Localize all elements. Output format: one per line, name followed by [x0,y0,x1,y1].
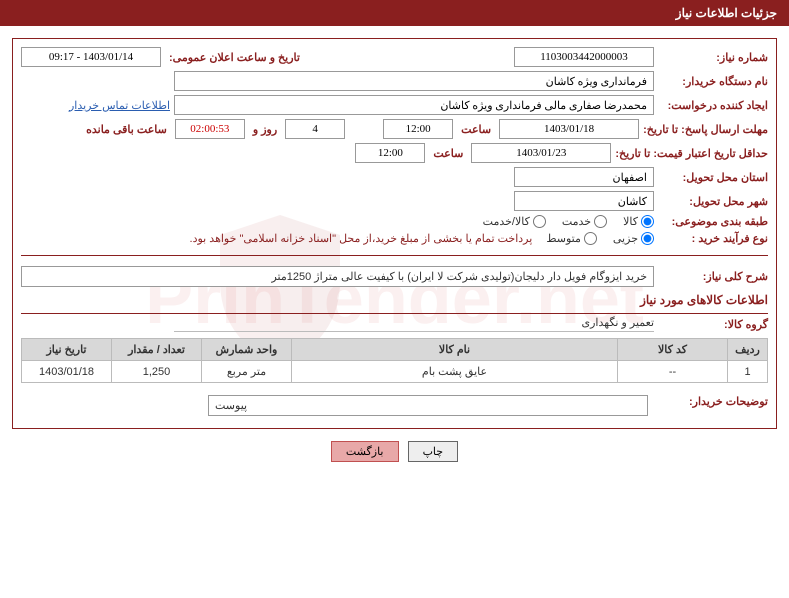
col-row: ردیف [728,339,768,361]
back-button[interactable]: بازگشت [331,441,399,462]
col-name: نام کالا [292,339,618,361]
validity-time-field [355,143,425,163]
proc-small-radio[interactable]: جزیی [613,232,654,245]
city-field [514,191,654,211]
proc-medium-radio[interactable]: متوسط [546,232,597,245]
cell-date: 1403/01/18 [22,361,112,383]
process-radio-group: جزیی متوسط [546,232,654,245]
need-number-label: شماره نیاز: [658,51,768,64]
remaining-time-field [175,119,245,139]
main-form-frame: شماره نیاز: تاریخ و ساعت اعلان عمومی: نا… [12,38,777,429]
print-button[interactable]: چاپ [408,441,459,462]
deadline-date-field [499,119,639,139]
remaining-label: ساعت باقی مانده [86,123,167,136]
goods-group-label: گروه کالا: [658,318,768,331]
province-label: استان محل تحویل: [658,171,768,184]
goods-table: ردیف کد کالا نام کالا واحد شمارش تعداد /… [21,338,768,383]
days-and-label: روز و [253,123,277,136]
attachment-label: پیوست [215,399,641,412]
city-label: شهر محل تحویل: [658,195,768,208]
category-radio-group: کالا خدمت کالا/خدمت [483,215,654,228]
buyer-org-label: نام دستگاه خریدار: [658,75,768,88]
col-date: تاریخ نیاز [22,339,112,361]
description-label: شرح کلی نیاز: [658,270,768,283]
goods-group-value: تعمیر و نگهداری [174,316,654,329]
announce-label: تاریخ و ساعت اعلان عمومی: [169,51,300,64]
cat-both-radio[interactable]: کالا/خدمت [483,215,546,228]
col-code: کد کالا [618,339,728,361]
cat-goods-radio[interactable]: کالا [623,215,654,228]
category-label: طبقه بندی موضوعی: [658,215,768,228]
validity-date-field [471,143,611,163]
deadline-label: مهلت ارسال پاسخ: تا تاریخ: [643,123,768,136]
cell-code: -- [618,361,728,383]
process-label: نوع فرآیند خرید : [658,232,768,245]
goods-section-title: اطلاعات کالاهای مورد نیاز [21,293,768,307]
time-label-1: ساعت [461,123,491,136]
deadline-time-field [383,119,453,139]
announce-datetime-field [21,47,161,67]
cat-service-radio[interactable]: خدمت [562,215,607,228]
col-qty: تعداد / مقدار [112,339,202,361]
buyer-org-field [174,71,654,91]
payment-note: پرداخت تمام یا بخشی از مبلغ خرید،از محل … [190,232,533,245]
buyer-notes-label: توضیحات خریدار: [658,395,768,408]
cell-unit: متر مربع [202,361,292,383]
attachment-box: پیوست [208,395,648,416]
page-header: جزئیات اطلاعات نیاز [0,0,789,26]
cell-name: عایق پشت بام [292,361,618,383]
buyer-contact-link[interactable]: اطلاعات تماس خریدار [69,99,170,112]
table-row: 1--عایق پشت باممتر مربع1,2501403/01/18 [22,361,768,383]
col-unit: واحد شمارش [202,339,292,361]
need-number-field [514,47,654,67]
province-field [514,167,654,187]
description-field: خرید ایزوگام فویل دار دلیجان(تولیدی شرکت… [21,266,654,287]
time-label-2: ساعت [433,147,463,160]
requester-label: ایجاد کننده درخواست: [658,99,768,112]
validity-label: حداقل تاریخ اعتبار قیمت: تا تاریخ: [615,147,768,160]
cell-qty: 1,250 [112,361,202,383]
cell-row: 1 [728,361,768,383]
table-header-row: ردیف کد کالا نام کالا واحد شمارش تعداد /… [22,339,768,361]
page-title: جزئیات اطلاعات نیاز [676,6,777,20]
button-row: چاپ بازگشت [0,441,789,462]
requester-field [174,95,654,115]
remaining-days-field [285,119,345,139]
